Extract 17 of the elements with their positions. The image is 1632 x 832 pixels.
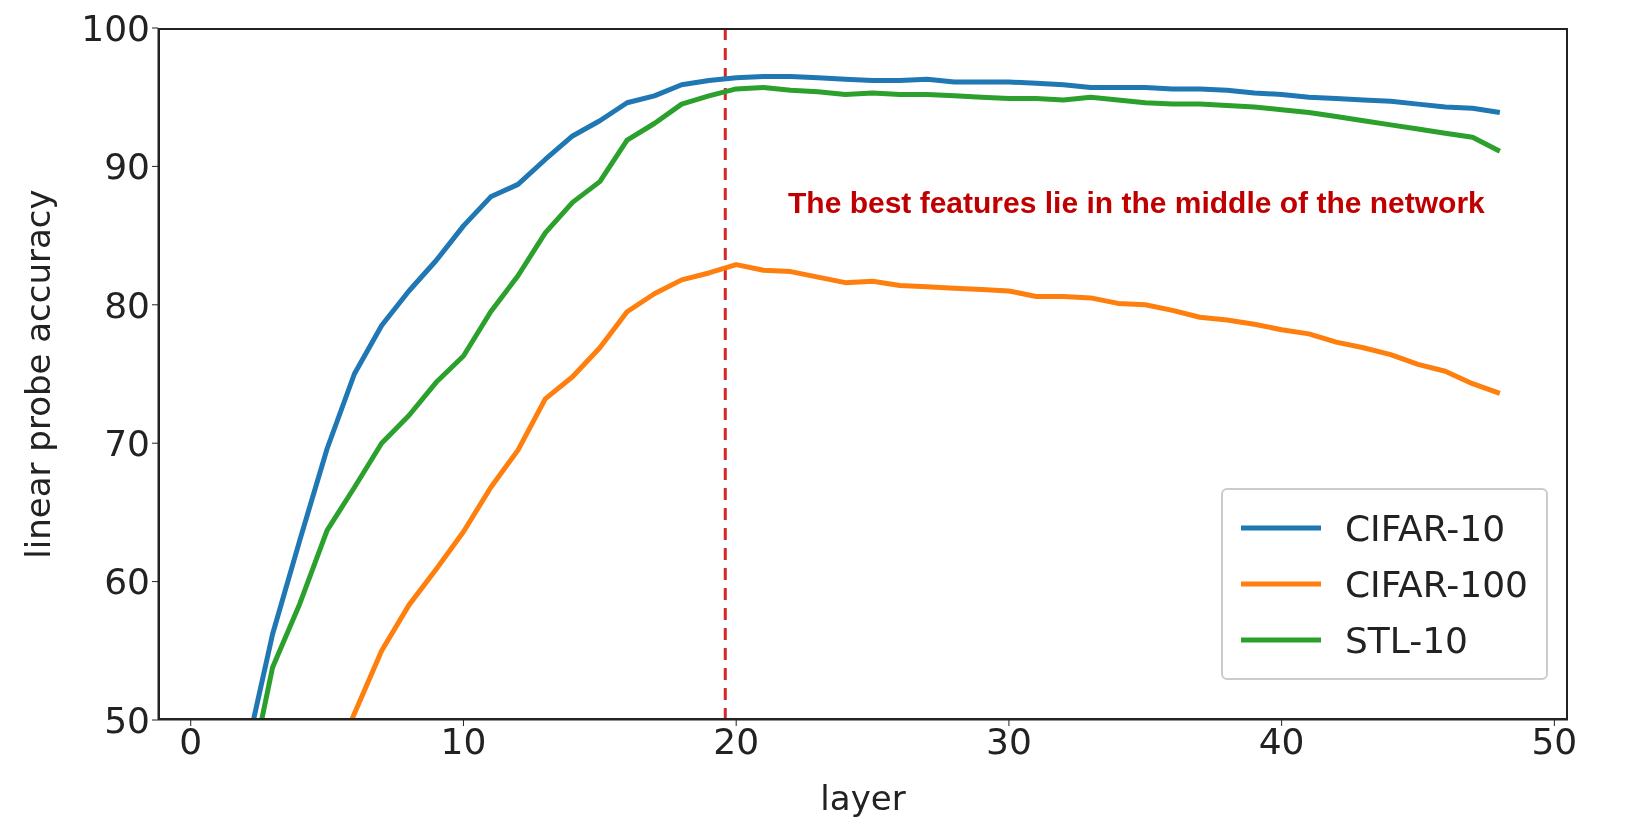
x-tick-label: 40: [1258, 720, 1305, 762]
y-tick-label: 100: [81, 7, 150, 49]
x-tick-label: 50: [1531, 720, 1578, 762]
y-tick-label: 70: [104, 422, 150, 464]
y-tick-label: 90: [104, 146, 150, 188]
x-tick-label: 0: [179, 720, 203, 762]
annotation: The best features lie in the middle of the network: [788, 186, 1485, 220]
y-tick-label: 80: [104, 284, 150, 326]
y-axis-title: linear probe accuracy: [18, 189, 59, 559]
legend-label: CIFAR-10: [1344, 507, 1506, 549]
y-tick-label: 60: [104, 561, 150, 603]
x-tick-label: 30: [986, 720, 1032, 762]
x-tick-label: 20: [713, 720, 760, 762]
x-axis-title: layer: [820, 778, 906, 818]
x-tick-label: 10: [440, 720, 487, 762]
legend-label: STL-10: [1344, 619, 1469, 661]
legend-label: CIFAR-100: [1344, 563, 1528, 605]
